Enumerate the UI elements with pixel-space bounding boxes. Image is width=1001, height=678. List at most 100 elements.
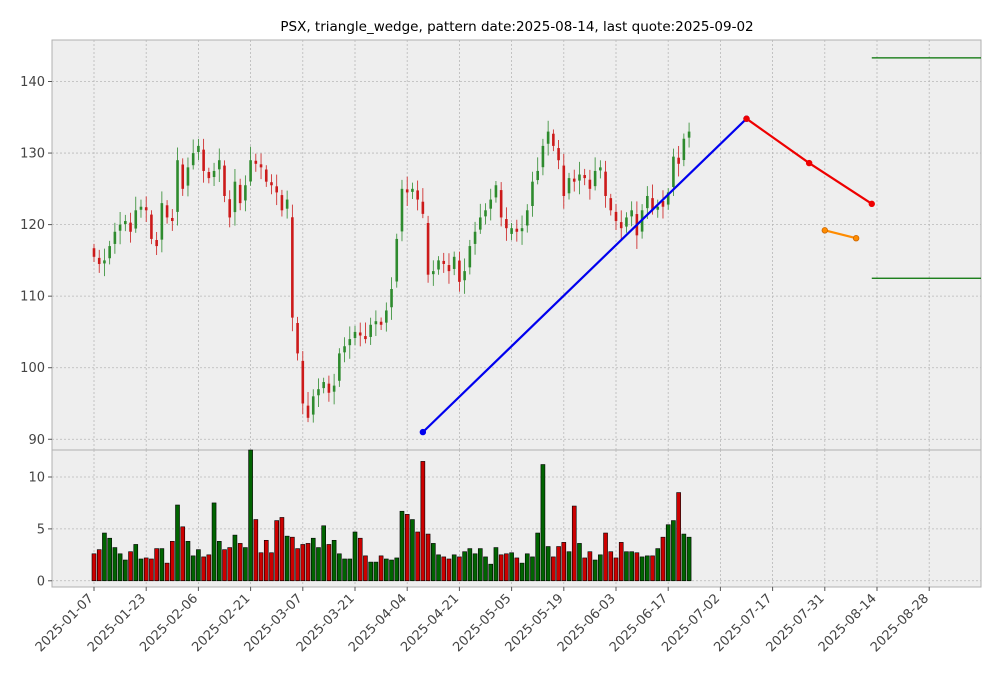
candle-body bbox=[520, 228, 524, 232]
candle-body bbox=[92, 248, 96, 257]
candle-body bbox=[97, 257, 101, 264]
candle-body bbox=[385, 310, 388, 323]
volume-bar bbox=[676, 492, 681, 582]
volume-bar bbox=[133, 544, 139, 582]
candle-body bbox=[244, 185, 247, 201]
pattern-line bbox=[824, 229, 857, 240]
candle-body bbox=[176, 160, 179, 212]
pattern-point bbox=[821, 227, 828, 234]
volume-bar bbox=[650, 555, 655, 582]
candle-body bbox=[614, 211, 618, 222]
volume-bar bbox=[556, 546, 561, 582]
candle-body bbox=[656, 206, 660, 210]
volume-bar bbox=[175, 504, 180, 582]
volume-bar bbox=[477, 548, 483, 582]
volume-bar bbox=[420, 461, 426, 582]
candle-body bbox=[254, 160, 258, 164]
candle-body bbox=[233, 181, 237, 213]
candle-body bbox=[599, 167, 602, 171]
volume-bar bbox=[154, 548, 159, 582]
candle-body bbox=[332, 385, 336, 392]
volume-bar bbox=[180, 526, 186, 582]
candle-body bbox=[437, 260, 440, 270]
candle-body bbox=[552, 133, 555, 146]
candle-body bbox=[186, 167, 190, 186]
volume-bar bbox=[300, 544, 306, 582]
volume-bar bbox=[660, 536, 666, 582]
candle-body bbox=[264, 169, 268, 182]
candle-body bbox=[478, 217, 482, 230]
volume-bar bbox=[253, 519, 259, 582]
volume-bar bbox=[467, 548, 473, 582]
candle-body bbox=[144, 207, 148, 211]
pattern-point bbox=[852, 235, 860, 242]
volume-bar bbox=[321, 525, 326, 582]
candle-body bbox=[108, 246, 111, 259]
candle-body bbox=[322, 382, 325, 389]
candle-body bbox=[139, 206, 143, 210]
price-panel bbox=[51, 39, 982, 451]
candle-body bbox=[395, 238, 399, 282]
price-tick-label: 90 bbox=[28, 433, 45, 448]
candle-body bbox=[338, 353, 341, 381]
volume-bar bbox=[566, 551, 572, 582]
candle-body bbox=[682, 138, 686, 161]
candle-body bbox=[223, 165, 226, 196]
candle-body bbox=[171, 217, 174, 222]
candle-body bbox=[416, 190, 419, 200]
candle-body bbox=[291, 217, 294, 318]
volume-bar bbox=[587, 551, 593, 582]
x-axis: 2025-01-072025-01-232025-02-062025-02-21… bbox=[33, 587, 932, 655]
volume-bar bbox=[227, 547, 233, 582]
volume-bar bbox=[436, 554, 441, 582]
volume-bar bbox=[279, 517, 285, 582]
candle-body bbox=[129, 222, 132, 232]
pattern-point bbox=[743, 115, 750, 122]
volume-bar bbox=[629, 551, 634, 582]
candle-body bbox=[317, 389, 320, 396]
candle-body bbox=[619, 222, 623, 229]
volume-bar bbox=[462, 551, 467, 582]
candle-body bbox=[259, 164, 263, 168]
volume-bar bbox=[624, 551, 629, 582]
volume-bar bbox=[326, 544, 332, 582]
candle-body bbox=[374, 321, 378, 325]
candle-body bbox=[275, 186, 278, 193]
volume-bar bbox=[190, 555, 196, 582]
candle-body bbox=[515, 228, 519, 232]
candle-body bbox=[531, 181, 534, 207]
volume-bar bbox=[310, 537, 316, 582]
volume-bar bbox=[498, 554, 504, 582]
volume-bar bbox=[598, 554, 603, 582]
volume-bar bbox=[170, 541, 175, 582]
volume-bar bbox=[368, 561, 373, 582]
volume-bar bbox=[331, 539, 337, 582]
candle-body bbox=[484, 210, 487, 217]
candle-body bbox=[499, 190, 503, 218]
candle-body bbox=[124, 221, 127, 225]
candle-body bbox=[468, 246, 472, 268]
volume-bar bbox=[540, 464, 546, 582]
volume-bar bbox=[561, 542, 567, 582]
volume-bar bbox=[415, 531, 420, 582]
volume-bar bbox=[483, 556, 488, 582]
candle-body bbox=[103, 260, 106, 264]
volume-bar bbox=[504, 553, 509, 582]
candle-body bbox=[442, 260, 446, 264]
candle-body bbox=[411, 188, 414, 192]
volume-bar bbox=[112, 547, 118, 582]
candle-body bbox=[238, 184, 242, 204]
volume-bar bbox=[608, 551, 614, 582]
volume-bar bbox=[138, 558, 144, 582]
candle-body bbox=[447, 265, 451, 272]
pattern-point bbox=[805, 159, 813, 167]
candle-body bbox=[379, 321, 383, 325]
candle-body bbox=[364, 336, 367, 340]
candle-body bbox=[426, 222, 430, 275]
candle-body bbox=[150, 214, 153, 239]
volume-bar bbox=[248, 449, 253, 582]
candle-body bbox=[609, 198, 613, 211]
candle-body bbox=[661, 200, 665, 207]
volume-bar bbox=[123, 559, 128, 582]
candle-body bbox=[306, 405, 310, 418]
